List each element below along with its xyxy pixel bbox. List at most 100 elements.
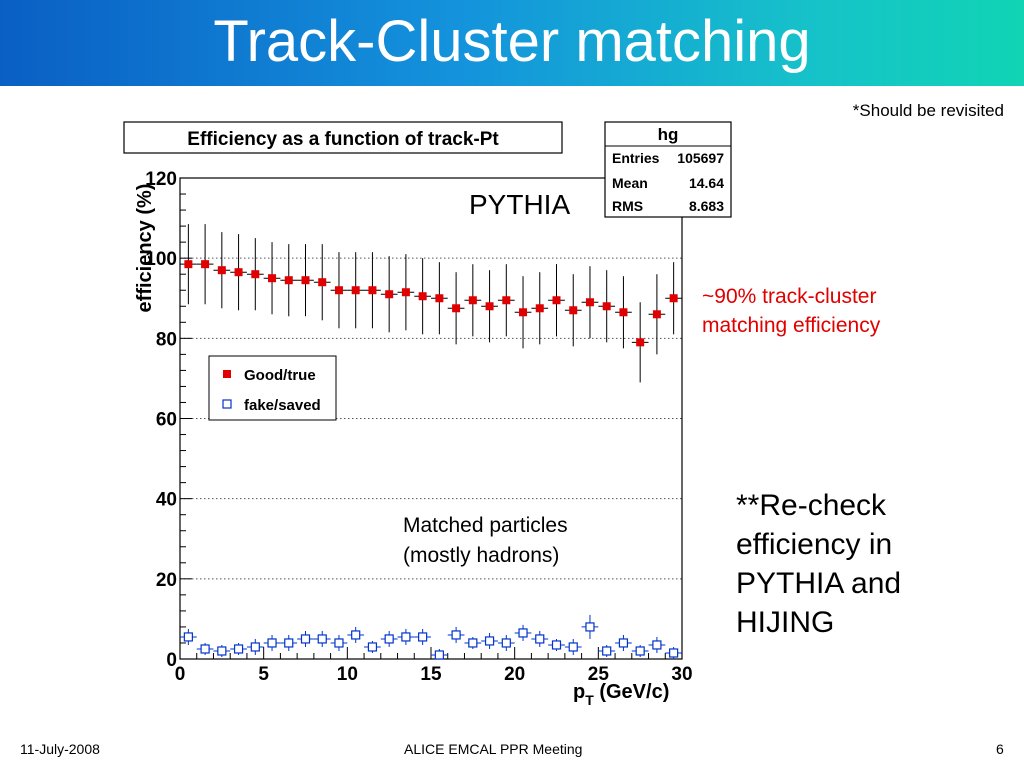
data-point [334, 638, 344, 648]
data-point [317, 634, 327, 644]
recheck-note-line-4: HIJING [736, 606, 835, 639]
data-point [502, 296, 511, 305]
y-tick-label: 120 [145, 169, 177, 190]
footer-date: 11-July-2008 [20, 741, 100, 757]
data-point [234, 268, 243, 277]
data-point [535, 304, 544, 313]
data-point [435, 294, 444, 303]
data-point [552, 296, 561, 305]
x-tick-label: 30 [671, 664, 692, 685]
data-point [418, 292, 427, 301]
recheck-note-line-1: **Re-check [736, 489, 887, 522]
data-point [602, 302, 611, 311]
data-point [585, 298, 594, 307]
stats-mean-label: Mean [612, 175, 648, 191]
data-point [535, 634, 545, 644]
data-point [451, 630, 461, 640]
efficiency-note: ~90% track-cluster matching efficiency [702, 282, 942, 340]
x-tick-label: 25 [588, 664, 610, 685]
data-point [200, 644, 210, 654]
footer-meeting: ALICE EMCAL PPR Meeting [404, 741, 583, 757]
data-point [367, 642, 378, 652]
recheck-note-line-3: PYTHIA and [736, 567, 902, 600]
legend-marker-good [223, 370, 231, 378]
data-point [201, 260, 210, 269]
data-point [401, 288, 410, 297]
revisit-note: *Should be revisited [852, 101, 1004, 120]
data-point [267, 638, 277, 648]
legend-marker-fake [222, 399, 232, 409]
axis-ticks [179, 177, 683, 660]
data-point [233, 644, 244, 654]
efficiency-note-line-2: matching efficiency [702, 314, 881, 337]
matched-note-line-1: Matched particles [403, 514, 568, 537]
x-tick-label: 20 [504, 664, 525, 685]
data-point [602, 646, 612, 656]
data-point [519, 308, 528, 317]
tick-labels: 0 20 40 60 80 100 120 0 5 10 15 20 25 30 [145, 169, 692, 685]
data-point [618, 638, 629, 648]
y-tick-label: 40 [156, 490, 177, 511]
data-point [568, 642, 578, 652]
data-point [384, 634, 394, 644]
x-axis-label-sub: T [585, 692, 594, 708]
data-point [385, 290, 394, 299]
recheck-note-line-2: efficiency in [736, 528, 893, 561]
x-tick-label: 5 [258, 664, 269, 685]
matched-note-line-2: (mostly hadrons) [403, 544, 560, 567]
footer-page-number: 6 [996, 741, 1004, 757]
data-point [183, 632, 193, 642]
stats-entries-label: Entries [612, 150, 660, 166]
data-point [184, 260, 193, 269]
y-tick-label: 60 [156, 410, 177, 431]
x-tick-label: 0 [175, 664, 186, 685]
data-point [301, 276, 310, 285]
data-point [585, 622, 595, 632]
data-series [180, 224, 682, 660]
data-point [334, 286, 343, 295]
series-good-true [180, 224, 682, 383]
pythia-label: PYTHIA [469, 189, 571, 220]
data-point [551, 640, 562, 650]
legend-label-good: Good/true [244, 367, 316, 384]
data-point [635, 646, 645, 656]
data-point [251, 270, 260, 279]
efficiency-note-line-1: ~90% track-cluster [702, 285, 877, 308]
data-point [669, 294, 678, 303]
data-point [217, 266, 226, 275]
chart-title: Efficiency as a function of track-Pt [187, 129, 499, 150]
y-tick-label: 80 [156, 329, 177, 350]
data-point [418, 632, 428, 642]
title-bar [0, 0, 1024, 86]
x-axis-label-main: p [573, 681, 585, 703]
data-point [268, 274, 277, 283]
data-point [284, 638, 294, 648]
data-point [619, 308, 628, 317]
y-tick-label: 100 [145, 249, 177, 270]
data-point [569, 306, 578, 315]
data-point [652, 310, 661, 319]
data-point [368, 286, 377, 295]
data-point [518, 628, 528, 638]
stats-entries-value: 105697 [677, 150, 724, 166]
stats-box [604, 121, 732, 218]
data-point [351, 286, 360, 295]
data-point [484, 636, 495, 646]
data-point [669, 648, 679, 658]
data-point [318, 278, 327, 287]
x-axis-label: pT (GeV/c) [573, 681, 669, 708]
x-tick-label: 15 [420, 664, 442, 685]
data-point [468, 296, 477, 305]
legend-label-fake: fake/saved [244, 397, 321, 414]
x-tick-label: 10 [337, 664, 358, 685]
slide-title: Track-Cluster matching [213, 9, 811, 74]
legend-box [208, 355, 337, 421]
data-point [217, 646, 227, 656]
data-point [284, 276, 293, 285]
stats-box-name: hg [658, 125, 679, 144]
data-point [250, 642, 260, 652]
data-point [485, 302, 494, 311]
data-point [501, 638, 511, 648]
data-point [434, 650, 444, 660]
